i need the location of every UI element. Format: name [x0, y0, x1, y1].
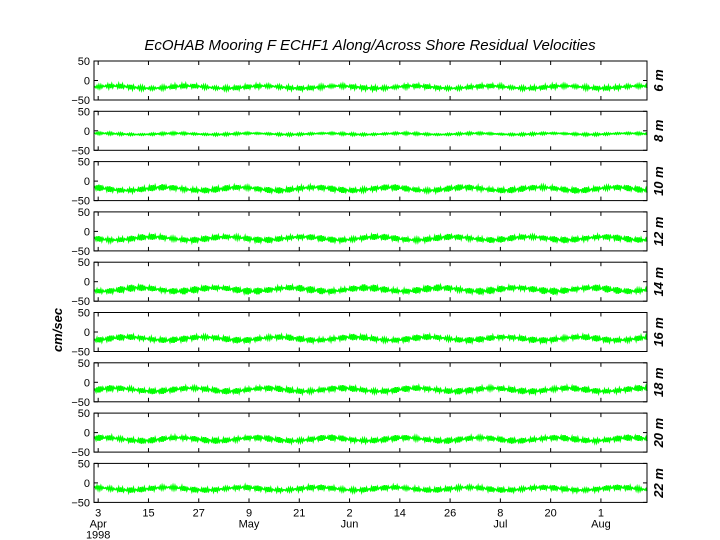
x-day-label: 2	[346, 507, 352, 519]
y-tick-label: 50	[78, 308, 90, 320]
depth-label: 12 m	[651, 216, 666, 246]
series-trace	[93, 332, 648, 346]
x-month-label: Jun	[341, 518, 359, 530]
y-tick-label: 50	[78, 207, 90, 219]
series-trace	[93, 130, 648, 138]
depth-label: 10 m	[651, 166, 666, 196]
y-tick-label: 50	[78, 408, 90, 420]
x-axis-labels: 3 15 27 9 21 2 14 26 8 20 1 Apr May Jun Jul Aug 1998	[86, 507, 611, 540]
y-tick-label: 50	[78, 458, 90, 470]
chart-title: EcOHAB Mooring F ECHF1 Along/Across Shor…	[144, 37, 596, 54]
panel-5: 50 0 −50 16 m	[71, 308, 666, 359]
y-tick-label: 0	[84, 478, 90, 490]
panel-frame	[93, 412, 648, 453]
x-month-label: Apr	[90, 518, 107, 530]
y-tick-label: −50	[71, 196, 90, 208]
panel-frame	[93, 312, 648, 352]
y-tick-label: −50	[71, 397, 90, 409]
x-month-label: Aug	[591, 518, 611, 530]
y-tick-label: 0	[84, 176, 90, 188]
panel-8: 50 0 −50 22 m	[71, 458, 666, 509]
x-day-label: 1	[598, 507, 604, 519]
series-trace	[93, 80, 648, 94]
depth-label: 20 m	[651, 417, 666, 448]
x-year-label: 1998	[86, 529, 110, 540]
panel-0: 50 0 −50 6 m	[71, 56, 666, 107]
depth-label: 22 m	[651, 468, 666, 499]
y-tick-label: 0	[84, 428, 90, 440]
x-day-label: 20	[545, 507, 557, 519]
panel-1: 50 0 −50 8 m	[71, 106, 666, 157]
x-day-label: 9	[246, 507, 252, 519]
y-tick-label: 50	[78, 56, 90, 68]
x-day-label: 15	[142, 507, 154, 519]
y-tick-label: 0	[84, 377, 90, 389]
panel-frame	[93, 60, 648, 101]
depth-label: 14 m	[651, 266, 666, 296]
series-trace	[93, 383, 648, 397]
y-tick-label: −50	[71, 497, 90, 509]
y-tick-label: 0	[84, 226, 90, 238]
x-day-label: 3	[95, 507, 101, 519]
y-tick-label: 50	[78, 157, 90, 169]
series-trace	[93, 282, 648, 297]
panel-2: 50 0 −50 10 m	[71, 157, 666, 208]
x-day-label: 21	[293, 507, 305, 519]
y-tick-label: 0	[84, 76, 90, 88]
depth-label: 8 m	[651, 119, 666, 142]
panel-frame	[93, 362, 648, 403]
depth-label: 16 m	[651, 317, 666, 347]
y-tick-label: 0	[84, 327, 90, 339]
y-tick-label: 50	[78, 358, 90, 370]
panel-3: 50 0 −50 12 m	[71, 207, 666, 258]
y-tick-label: −50	[71, 95, 90, 107]
panel-frame	[93, 462, 648, 503]
series-trace	[93, 482, 648, 496]
y-tick-label: −50	[71, 296, 90, 308]
y-tick-label: 0	[84, 126, 90, 138]
y-tick-label: −50	[71, 347, 90, 359]
y-tick-label: −50	[71, 145, 90, 157]
y-tick-label: −50	[71, 246, 90, 258]
y-axis-label: cm/sec	[50, 307, 65, 352]
x-month-label: May	[239, 518, 260, 530]
x-day-label: 8	[497, 507, 503, 519]
y-tick-label: 0	[84, 277, 90, 289]
panel-frame	[93, 261, 648, 302]
panel-4: 50 0 −50 14 m	[71, 257, 666, 308]
depth-label: 18 m	[651, 367, 666, 397]
y-tick-label: 50	[78, 106, 90, 118]
panel-frame	[93, 161, 648, 202]
panel-frame	[93, 110, 648, 151]
panel-7: 50 0 −50 20 m	[71, 408, 666, 459]
x-month-label: Jul	[493, 518, 507, 530]
series-trace	[93, 231, 648, 246]
x-day-label: 26	[444, 507, 456, 519]
x-day-label: 27	[193, 507, 205, 519]
series-trace	[93, 432, 648, 446]
y-tick-label: 50	[78, 257, 90, 269]
x-day-label: 14	[394, 507, 406, 519]
y-tick-label: −50	[71, 447, 90, 459]
depth-label: 6 m	[651, 69, 666, 92]
panel-frame	[93, 211, 648, 252]
series-trace	[93, 182, 648, 196]
panel-6: 50 0 −50 18 m	[71, 358, 666, 409]
